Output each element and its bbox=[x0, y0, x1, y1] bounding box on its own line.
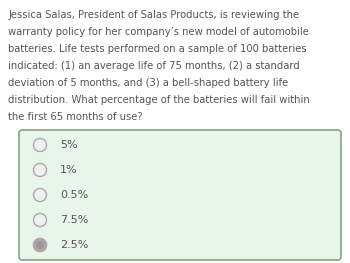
Text: the first 65 months of use?: the first 65 months of use? bbox=[8, 112, 143, 122]
Text: warranty policy for her company’s new model of automobile: warranty policy for her company’s new mo… bbox=[8, 27, 309, 37]
Text: 2.5%: 2.5% bbox=[60, 240, 88, 250]
Circle shape bbox=[37, 242, 43, 248]
Circle shape bbox=[34, 189, 47, 201]
Text: Jessica Salas, President of Salas Products, is reviewing the: Jessica Salas, President of Salas Produc… bbox=[8, 10, 299, 20]
FancyBboxPatch shape bbox=[19, 130, 341, 260]
Text: 1%: 1% bbox=[60, 165, 78, 175]
Text: 5%: 5% bbox=[60, 140, 78, 150]
Text: indicated: (1) an average life of 75 months, (2) a standard: indicated: (1) an average life of 75 mon… bbox=[8, 61, 300, 71]
Circle shape bbox=[34, 139, 47, 151]
Text: 0.5%: 0.5% bbox=[60, 190, 88, 200]
Circle shape bbox=[34, 239, 47, 251]
Circle shape bbox=[34, 214, 47, 226]
Text: 7.5%: 7.5% bbox=[60, 215, 88, 225]
Circle shape bbox=[34, 164, 47, 176]
Text: deviation of 5 months, and (3) a bell-shaped battery life: deviation of 5 months, and (3) a bell-sh… bbox=[8, 78, 288, 88]
Text: distribution. What percentage of the batteries will fail within: distribution. What percentage of the bat… bbox=[8, 95, 310, 105]
Text: batteries. Life tests performed on a sample of 100 batteries: batteries. Life tests performed on a sam… bbox=[8, 44, 307, 54]
